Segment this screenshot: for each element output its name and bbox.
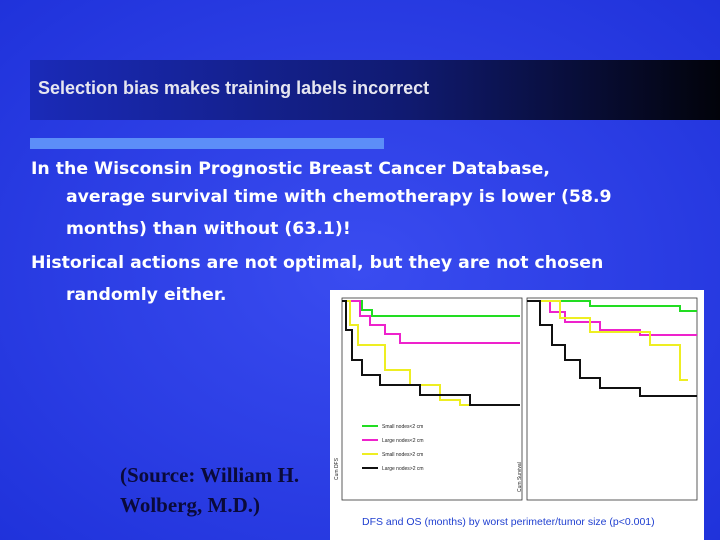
slide-title: Selection bias makes training labels inc… bbox=[38, 78, 429, 98]
title-bar bbox=[30, 60, 720, 120]
source-line: Wolberg, M.D.) bbox=[120, 493, 260, 517]
survival-curves-right bbox=[527, 300, 697, 397]
plot-frame bbox=[526, 297, 698, 501]
legend-label: Small nodes>2 cm bbox=[382, 452, 423, 458]
survival-curves-left bbox=[342, 300, 520, 406]
legend: Small nodes<2 cm Large nodes<2 cm Small … bbox=[362, 424, 424, 472]
y-axis-label: Cum Survival bbox=[517, 462, 523, 492]
body-line: months) than without (63.1)! bbox=[66, 219, 351, 239]
legend-label: Large nodes>2 cm bbox=[382, 466, 424, 472]
body-line: In the Wisconsin Prognostic Breast Cance… bbox=[31, 159, 550, 179]
body-line: randomly either. bbox=[66, 285, 227, 305]
legend-label: Small nodes<2 cm bbox=[382, 424, 423, 430]
figure-background bbox=[330, 290, 704, 540]
y-axis-label: Cum DFS bbox=[334, 457, 340, 480]
source-line: (Source: William H. bbox=[120, 463, 299, 487]
figure-caption: DFS and OS (months) by worst perimeter/t… bbox=[362, 516, 655, 528]
plot-frame bbox=[341, 297, 523, 501]
legend-label: Large nodes<2 cm bbox=[382, 438, 424, 444]
body-line: Historical actions are not optimal, but … bbox=[31, 253, 603, 273]
body-line: average survival time with chemotherapy … bbox=[66, 187, 612, 207]
figure: Small nodes<2 cm Large nodes<2 cm Small … bbox=[330, 290, 704, 540]
accent-bar bbox=[30, 138, 384, 149]
